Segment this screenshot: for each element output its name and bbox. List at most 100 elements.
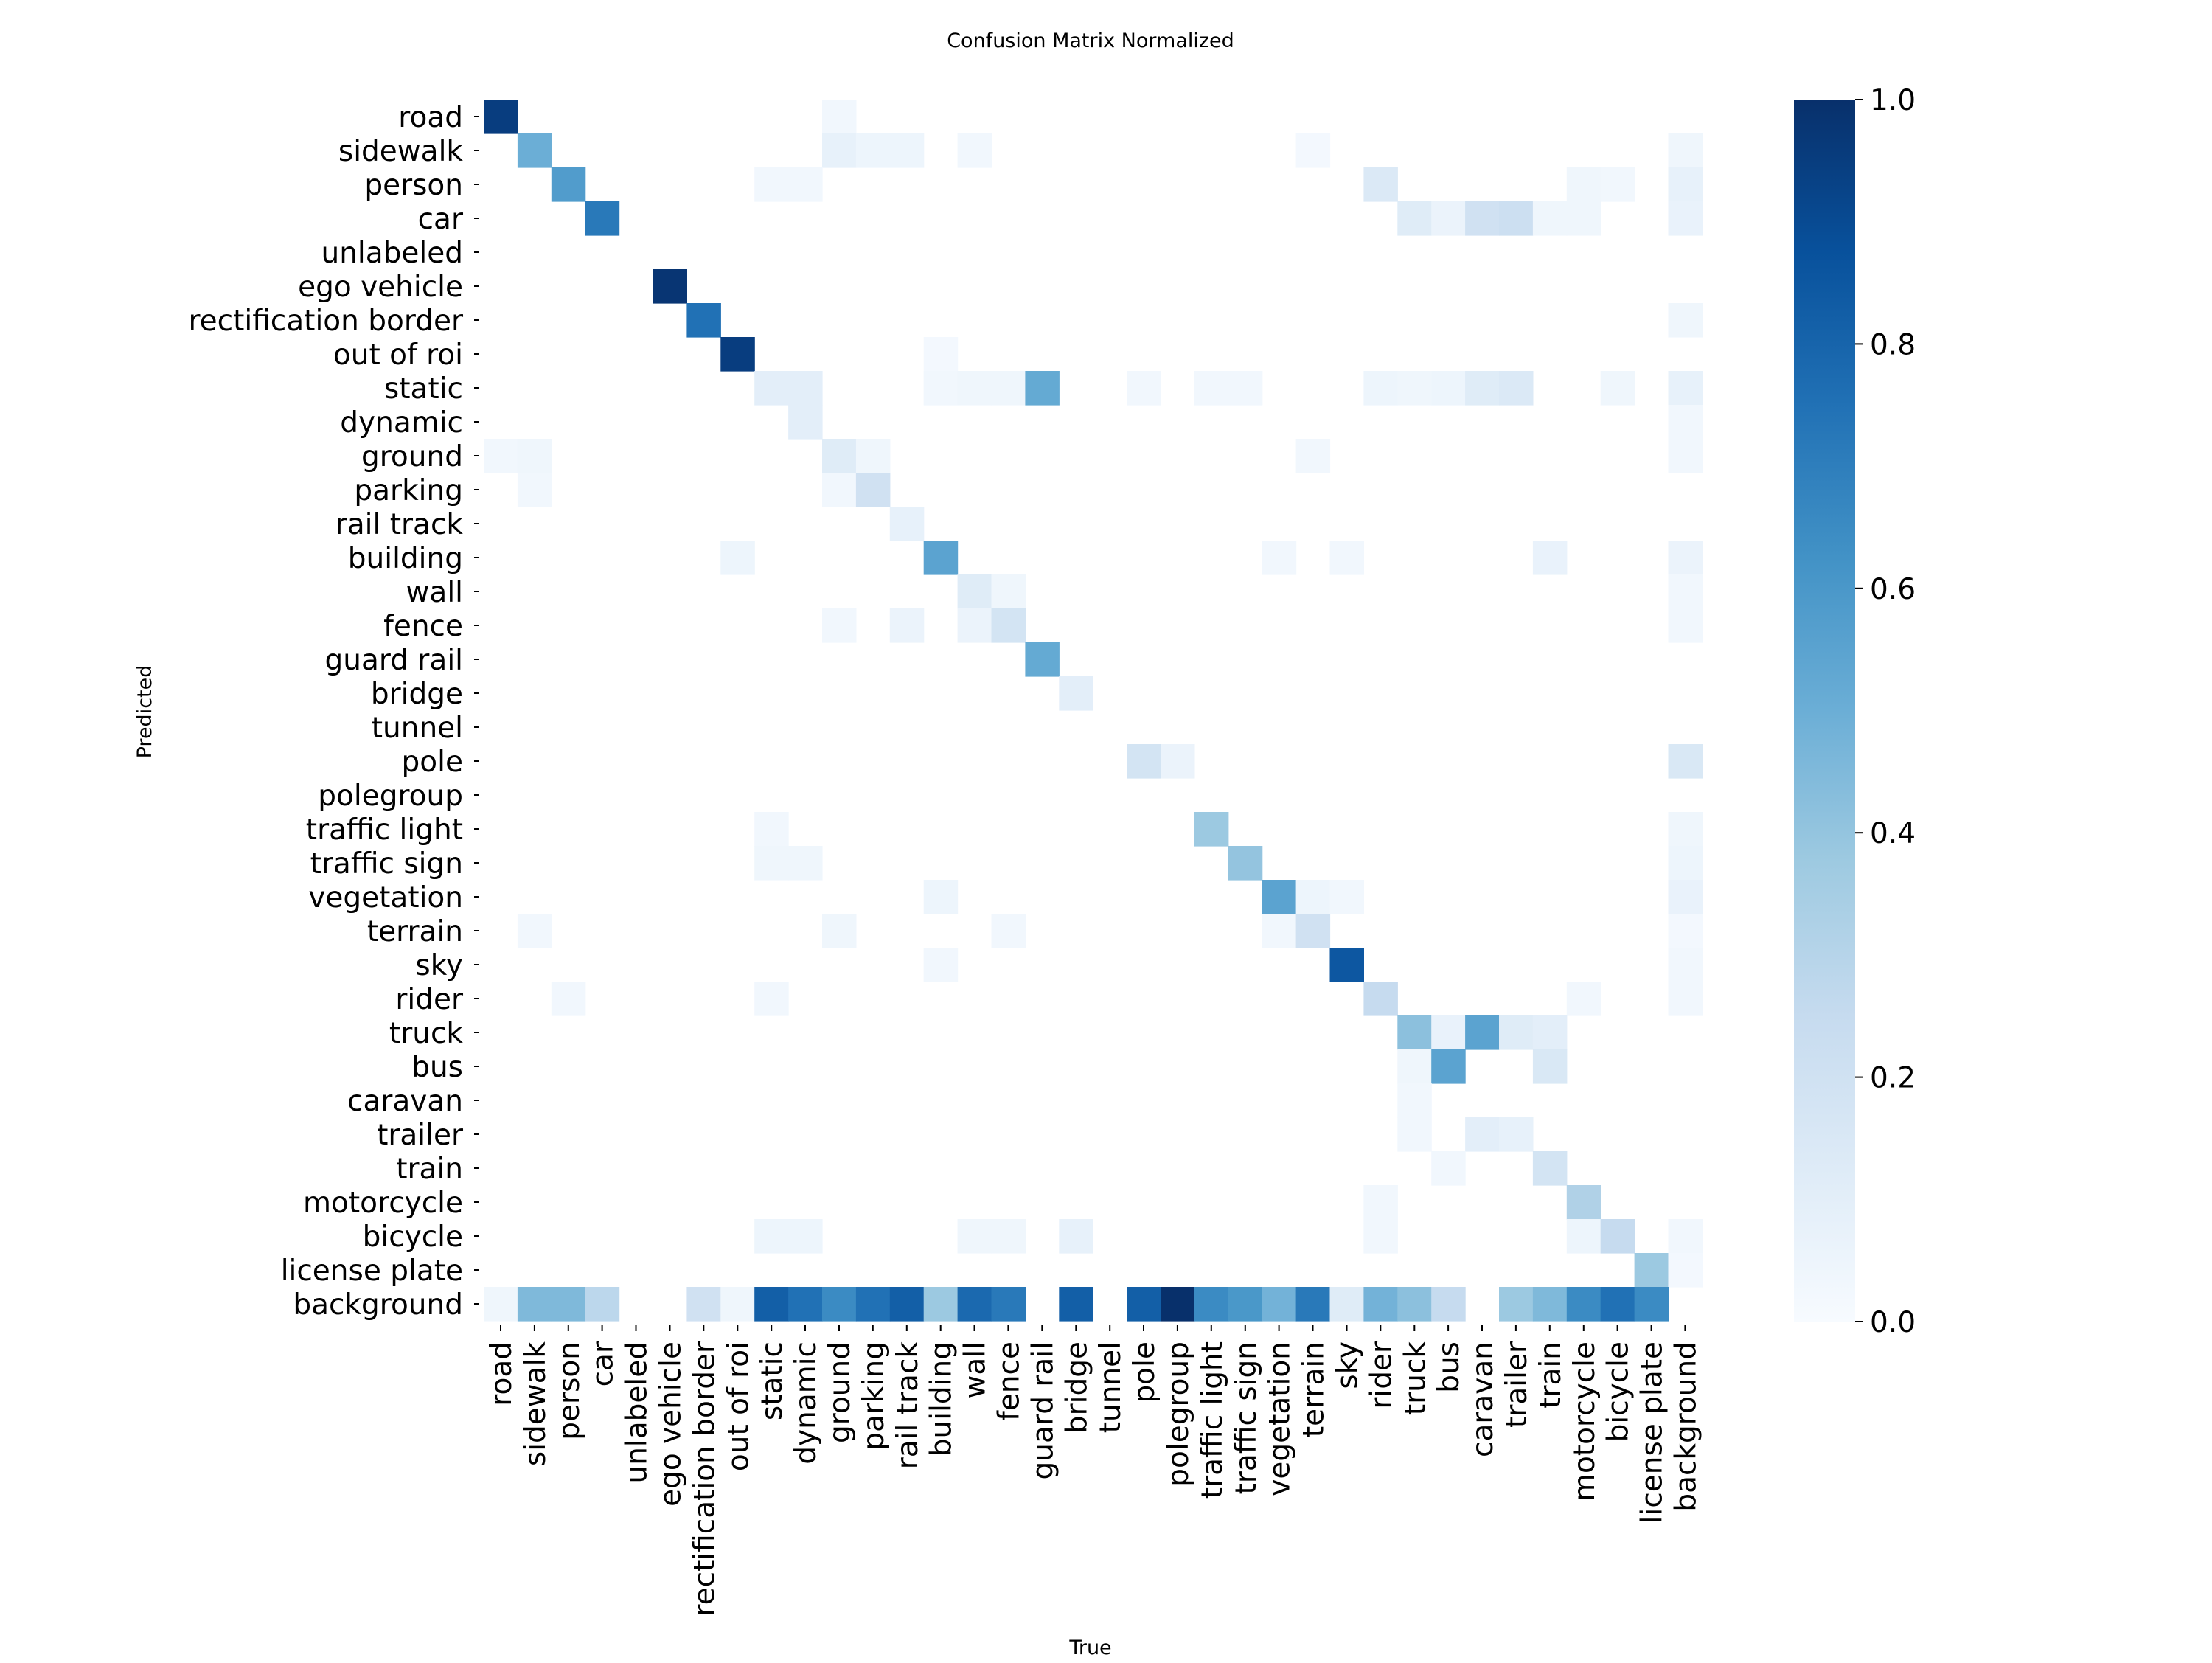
y-tick-label-static: static [384,372,463,406]
cell-static--static [754,371,789,406]
y-tick-label-dynamic: dynamic [340,406,463,440]
cell-traffic-sign--static [754,846,789,881]
cell-sky--building [923,948,959,982]
y-tick-label-license-plate: license plate [281,1254,463,1288]
cell-static--trailer [1499,371,1534,406]
cell-car--caravan [1465,201,1500,236]
cell-terrain--ground [822,914,857,948]
y-tick-label-traffic-light: traffic light [306,813,463,847]
cell-static--guard-rail [1025,371,1060,406]
y-tick-label-guard-rail: guard rail [325,644,463,677]
cell-static--dynamic [788,371,823,406]
x-tick-label-terrain: terrain [1298,1341,1331,1437]
cell-bus--truck [1397,1049,1432,1084]
cell-background--wall [957,1287,992,1322]
cell-terrain--fence [991,914,1026,948]
cell-background--bridge [1059,1287,1093,1322]
cell-vegetation--building [923,880,959,914]
cell-sidewalk--parking [855,133,891,168]
colorbar-tick-label: 0.8 [1870,328,1916,361]
cell-dynamic--background [1668,405,1703,440]
cell-building--out-of-roi [720,541,755,575]
cell-rider--motorcycle [1566,982,1601,1016]
cell-bicycle--motorcycle [1566,1219,1601,1254]
cell-bicycle--dynamic [788,1219,823,1254]
cell-rectification-border--background [1668,303,1703,338]
cell-background--pole [1127,1287,1161,1322]
cell-traffic-light--background [1668,812,1703,847]
cell-background--parking [855,1287,891,1322]
cell-background--license-plate [1634,1287,1669,1322]
x-tick-label-vegetation: vegetation [1264,1341,1297,1496]
cell-background--bus [1431,1287,1466,1322]
x-tick-label-train: train [1534,1341,1568,1409]
cell-parking--ground [822,473,857,507]
cell-ground--parking [855,439,891,473]
x-axis-title: True [1068,1636,1111,1659]
y-tick-label-terrain: terrain [367,915,463,948]
x-tick-label-rectification-border: rectification border [688,1341,721,1616]
x-tick-label-unlabeled: unlabeled [621,1341,654,1484]
cell-fence--fence [991,608,1026,643]
cell-background--terrain [1295,1287,1331,1322]
y-tick-label-rider: rider [395,983,464,1016]
cell-building--train [1532,541,1568,575]
cell-static--fence [991,371,1026,406]
x-tick-label-out-of-roi: out of roi [722,1341,755,1471]
cell-pole--polegroup [1161,744,1195,779]
cell-pole--background [1668,744,1703,779]
cell-rail-track--rail-track [889,507,925,541]
x-tick-label-background: background [1669,1341,1703,1512]
y-tick-label-caravan: caravan [347,1085,463,1118]
y-tick-label-bicycle: bicycle [363,1221,463,1254]
cell-trailer--truck [1397,1117,1432,1152]
y-tick-label-car: car [418,203,464,236]
cell-car--train [1532,201,1568,236]
y-tick-label-unlabeled: unlabeled [321,237,463,270]
cell-person--motorcycle [1566,167,1601,202]
cell-sky--sky [1329,948,1364,982]
cell-background--fence [991,1287,1026,1322]
x-tick-label-trailer: trailer [1500,1341,1534,1428]
cell-sidewalk--rail-track [889,133,925,168]
cell-person--dynamic [788,167,823,202]
cell-truck--truck [1397,1015,1432,1050]
cell-bicycle--wall [957,1219,992,1254]
x-tick-label-pole: pole [1128,1341,1161,1403]
cell-background--building [923,1287,959,1322]
cell-background--trailer [1499,1287,1534,1322]
y-tick-label-bus: bus [411,1051,463,1084]
cell-truck--trailer [1499,1015,1534,1050]
cell-person--person [551,167,586,202]
cell-parking--parking [855,473,891,507]
cell-background--out-of-roi [720,1287,755,1322]
y-tick-label-ground: ground [361,440,463,473]
y-tick-label-fence: fence [383,610,463,643]
x-tick-label-ego-vehicle: ego vehicle [655,1341,688,1507]
cell-car--trailer [1499,201,1534,236]
x-tick-label-bus: bus [1433,1341,1466,1393]
x-tick-label-guard-rail: guard rail [1026,1341,1060,1479]
cell-static--traffic-light [1194,371,1229,406]
y-tick-label-sidewalk: sidewalk [338,135,464,168]
cell-train--bus [1431,1151,1466,1186]
y-tick-label-road: road [398,101,463,134]
cell-bicycle--background [1668,1219,1703,1254]
cell-static--bicycle [1600,371,1635,406]
cell-license-plate--background [1668,1253,1703,1288]
cell-caravan--truck [1397,1083,1432,1118]
cell-car--background [1668,201,1703,236]
x-tick-label-motorcycle: motorcycle [1568,1341,1601,1501]
y-tick-label-trailer: trailer [377,1119,464,1152]
cell-wall--wall [957,574,992,609]
cell-traffic-sign--dynamic [788,846,823,881]
cell-background--traffic-sign [1228,1287,1263,1322]
cell-static--caravan [1465,371,1500,406]
cell-terrain--sidewalk [517,914,552,948]
x-tick-label-road: road [485,1341,518,1406]
cell-static--truck [1397,371,1432,406]
cell-static--bus [1431,371,1466,406]
cell-ground--sidewalk [517,439,552,473]
